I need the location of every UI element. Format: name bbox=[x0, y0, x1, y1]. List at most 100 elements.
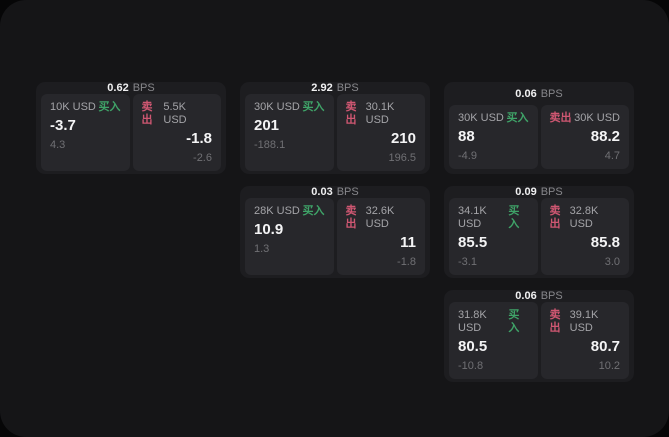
bps-unit-label: BPS bbox=[540, 87, 563, 100]
buy-panel[interactable]: 34.1K USD 买入 85.5 -3.1 bbox=[449, 198, 538, 275]
spread-value: 0.09 bbox=[515, 186, 537, 198]
sell-panel[interactable]: 卖出 30K USD 88.2 4.7 bbox=[540, 105, 629, 169]
sell-size: 32.6K USD bbox=[365, 205, 395, 230]
quote-panels: 30K USD 买入 201 -188.1 卖出 30.1K USD 210 1… bbox=[240, 94, 430, 174]
buy-price: 88 bbox=[458, 128, 475, 145]
spread-header: 2.92 BPS bbox=[240, 82, 430, 94]
sell-price: 88.2 bbox=[590, 128, 620, 145]
buy-panel-top: 30K USD 买入 bbox=[254, 101, 325, 114]
buy-panel[interactable]: 28K USD 买入 10.9 1.3 bbox=[245, 198, 334, 275]
spread-header: 0.62 BPS bbox=[36, 82, 226, 94]
spread-value: 0.06 bbox=[515, 87, 537, 100]
sell-price: 11 bbox=[400, 234, 416, 251]
sell-side-label: 卖出 bbox=[345, 101, 357, 126]
buy-panel[interactable]: 10K USD 买入 -3.7 4.3 bbox=[41, 94, 130, 171]
sell-price: -1.8 bbox=[186, 130, 212, 147]
spread-header: 0.03 BPS bbox=[240, 186, 430, 198]
sell-panel[interactable]: 卖出 32.6K USD 11 -1.8 bbox=[336, 198, 425, 275]
sell-panel-top: 卖出 30.1K USD bbox=[346, 101, 417, 127]
buy-side-label: 买入 bbox=[98, 101, 121, 113]
buy-panel-top: 34.1K USD 买入 bbox=[458, 205, 529, 231]
buy-size: 30K USD bbox=[254, 101, 300, 113]
sell-price: 80.7 bbox=[590, 338, 620, 355]
buy-side-label: 买入 bbox=[508, 309, 520, 334]
spread-header: 0.06 BPS bbox=[444, 82, 634, 105]
buy-panel[interactable]: 31.8K USD 买入 80.5 -10.8 bbox=[449, 302, 538, 379]
sell-sub-value: 3.0 bbox=[604, 256, 620, 268]
buy-panel-top: 28K USD 买入 bbox=[254, 205, 325, 218]
spread-value: 2.92 bbox=[311, 82, 333, 94]
sell-sub-value: 4.7 bbox=[604, 150, 620, 162]
spread-header: 0.09 BPS bbox=[444, 186, 634, 198]
spread-header: 0.06 BPS bbox=[444, 290, 634, 302]
sell-panel[interactable]: 卖出 5.5K USD -1.8 -2.6 bbox=[132, 94, 221, 171]
buy-price: 85.5 bbox=[458, 234, 488, 251]
buy-side-label: 买入 bbox=[508, 205, 520, 230]
sell-side-label: 卖出 bbox=[345, 205, 357, 230]
buy-price: -3.7 bbox=[50, 117, 76, 134]
quote-panels: 10K USD 买入 -3.7 4.3 卖出 5.5K USD -1.8 -2.… bbox=[36, 94, 226, 174]
buy-sub-value: -188.1 bbox=[254, 139, 286, 151]
quote-card: 0.03 BPS 28K USD 买入 10.9 1.3 卖出 32.6K US… bbox=[240, 186, 430, 278]
sell-panel[interactable]: 卖出 32.8K USD 85.8 3.0 bbox=[540, 198, 629, 275]
sell-sub-value: 196.5 bbox=[388, 152, 416, 164]
sell-size: 39.1K USD bbox=[569, 309, 599, 334]
quote-panels: 30K USD 买入 88 -4.9 卖出 30K USD 88.2 4.7 bbox=[444, 105, 634, 174]
buy-panel-top: 31.8K USD 买入 bbox=[458, 309, 529, 335]
spread-value: 0.06 bbox=[515, 290, 537, 302]
sell-panel-top: 卖出 32.8K USD bbox=[550, 205, 621, 231]
bps-unit-label: BPS bbox=[132, 82, 155, 94]
sell-size: 32.8K USD bbox=[569, 205, 599, 230]
sell-panel-top: 卖出 5.5K USD bbox=[142, 101, 213, 127]
bps-unit-label: BPS bbox=[336, 82, 359, 94]
buy-size: 10K USD bbox=[50, 101, 96, 113]
bps-unit-label: BPS bbox=[336, 186, 359, 198]
sell-sub-value: -2.6 bbox=[193, 152, 212, 164]
spread-value: 0.03 bbox=[311, 186, 333, 198]
buy-sub-value: 1.3 bbox=[254, 243, 270, 255]
quote-card: 2.92 BPS 30K USD 买入 201 -188.1 卖出 30.1K … bbox=[240, 82, 430, 174]
buy-size: 28K USD bbox=[254, 205, 300, 217]
sell-panel-top: 卖出 32.6K USD bbox=[346, 205, 417, 231]
sell-sub-value: 10.2 bbox=[598, 360, 620, 372]
quote-card: 0.09 BPS 34.1K USD 买入 85.5 -3.1 卖出 32.8K… bbox=[444, 186, 634, 278]
buy-panel-top: 10K USD 买入 bbox=[50, 101, 121, 114]
buy-sub-value: -3.1 bbox=[458, 256, 477, 268]
sell-panel-top: 卖出 30K USD bbox=[550, 112, 621, 125]
quote-panels: 34.1K USD 买入 85.5 -3.1 卖出 32.8K USD 85.8… bbox=[444, 198, 634, 278]
buy-panel[interactable]: 30K USD 买入 88 -4.9 bbox=[449, 105, 538, 169]
cards-grid: 0.62 BPS 10K USD 买入 -3.7 4.3 卖出 5.5K USD… bbox=[36, 82, 634, 382]
bps-unit-label: BPS bbox=[540, 186, 563, 198]
spread-value: 0.62 bbox=[107, 82, 129, 94]
buy-size: 31.8K USD bbox=[458, 309, 487, 334]
sell-price: 85.8 bbox=[590, 234, 620, 251]
sell-price: 210 bbox=[390, 130, 416, 147]
bps-unit-label: BPS bbox=[540, 290, 563, 302]
quote-card: 0.06 BPS 30K USD 买入 88 -4.9 卖出 30K USD 8… bbox=[444, 82, 634, 174]
buy-sub-value: -10.8 bbox=[458, 360, 484, 372]
sell-size: 5.5K USD bbox=[163, 101, 187, 126]
quote-card: 0.62 BPS 10K USD 买入 -3.7 4.3 卖出 5.5K USD… bbox=[36, 82, 226, 174]
sell-panel[interactable]: 卖出 39.1K USD 80.7 10.2 bbox=[540, 302, 629, 379]
sell-side-label: 卖出 bbox=[549, 112, 572, 124]
buy-panel-top: 30K USD 买入 bbox=[458, 112, 529, 125]
buy-sub-value: -4.9 bbox=[458, 150, 477, 162]
quote-panels: 28K USD 买入 10.9 1.3 卖出 32.6K USD 11 -1.8 bbox=[240, 198, 430, 278]
sell-sub-value: -1.8 bbox=[397, 256, 416, 268]
buy-side-label: 买入 bbox=[506, 112, 529, 124]
buy-size: 34.1K USD bbox=[458, 205, 487, 230]
buy-price: 10.9 bbox=[254, 221, 284, 238]
buy-panel[interactable]: 30K USD 买入 201 -188.1 bbox=[245, 94, 334, 171]
sell-size: 30K USD bbox=[574, 112, 620, 124]
quote-panels: 31.8K USD 买入 80.5 -10.8 卖出 39.1K USD 80.… bbox=[444, 302, 634, 382]
sell-panel-top: 卖出 39.1K USD bbox=[550, 309, 621, 335]
quote-card: 0.06 BPS 31.8K USD 买入 80.5 -10.8 卖出 39.1… bbox=[444, 290, 634, 382]
sell-side-label: 卖出 bbox=[141, 101, 153, 126]
buy-price: 80.5 bbox=[458, 338, 488, 355]
buy-side-label: 买入 bbox=[302, 205, 325, 217]
sell-panel[interactable]: 卖出 30.1K USD 210 196.5 bbox=[336, 94, 425, 171]
sell-side-label: 卖出 bbox=[549, 205, 561, 230]
buy-price: 201 bbox=[254, 117, 280, 134]
buy-sub-value: 4.3 bbox=[50, 139, 66, 151]
sell-side-label: 卖出 bbox=[549, 309, 561, 334]
